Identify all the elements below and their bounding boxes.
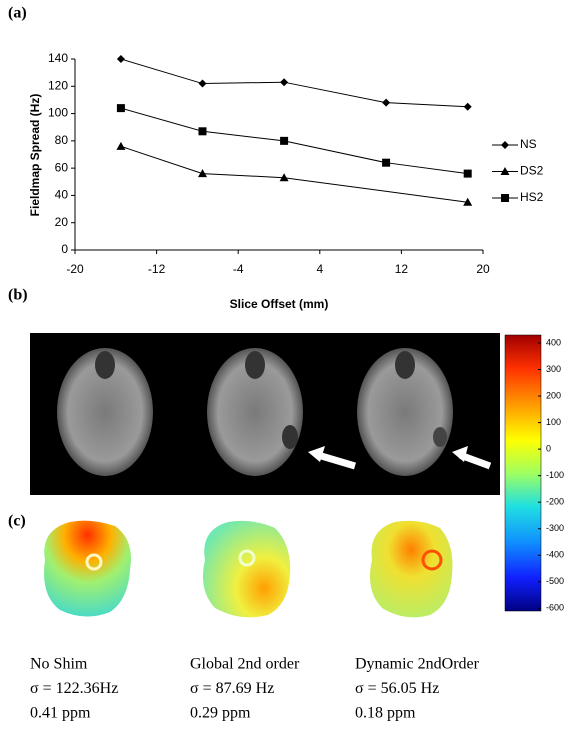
marker xyxy=(116,104,125,113)
legend-label: HS2 xyxy=(520,190,544,204)
x-tick-label: 20 xyxy=(476,262,490,276)
colorbar-tick-label: 300 xyxy=(546,364,561,374)
series-line xyxy=(120,58,468,108)
y-tick-label: 140 xyxy=(48,51,68,65)
x-tick-label: -12 xyxy=(148,262,166,276)
colorbar-tick-label: -200 xyxy=(546,497,564,507)
marker xyxy=(116,141,126,150)
x-tick-label: -4 xyxy=(233,262,244,276)
colorbar-tick-label: -600 xyxy=(546,603,564,613)
marker xyxy=(198,79,207,88)
y-tick-label: 40 xyxy=(55,188,69,202)
marker xyxy=(382,98,391,107)
mr-images xyxy=(57,348,492,476)
y-tick-label: 80 xyxy=(55,133,69,147)
y-tick-label: 60 xyxy=(55,160,69,174)
panel-label: (b) xyxy=(8,287,28,304)
map-caption: σ = 56.05 Hz xyxy=(355,680,439,697)
map-caption: Global 2nd order xyxy=(190,656,300,673)
marker xyxy=(382,158,391,167)
marker xyxy=(501,141,509,149)
marker xyxy=(463,102,472,111)
map-caption: σ = 87.69 Hz xyxy=(190,680,274,697)
marker xyxy=(279,173,289,182)
colorbar-tick-label: -400 xyxy=(546,550,564,560)
x-tick-label: 4 xyxy=(316,262,323,276)
map-caption: Dynamic 2ndOrder xyxy=(355,656,480,673)
marker xyxy=(501,194,509,202)
marker xyxy=(198,127,207,136)
marker xyxy=(463,169,472,178)
y-tick-label: 120 xyxy=(48,78,68,92)
colorbar-tick-label: -300 xyxy=(546,523,564,533)
y-tick-label: 100 xyxy=(48,106,68,120)
x-tick-label: 12 xyxy=(395,262,409,276)
colorbar-tick-label: -500 xyxy=(546,576,564,586)
x-tick-label: -20 xyxy=(66,262,84,276)
field-maps xyxy=(44,520,453,618)
panel-label: (c) xyxy=(8,513,26,530)
marker xyxy=(116,55,125,63)
colorbar-tick-label: 0 xyxy=(546,443,551,453)
marker xyxy=(463,197,473,206)
colorbar-tick-label: 100 xyxy=(546,417,561,427)
marker xyxy=(198,169,207,178)
y-axis-label: Fieldmap Spread (Hz) xyxy=(28,94,42,217)
colorbar xyxy=(504,334,542,612)
marker xyxy=(280,78,289,87)
map-caption: No Shim xyxy=(30,656,88,673)
marker xyxy=(280,136,289,145)
series-line xyxy=(120,145,468,203)
colorbar-tick-label: 400 xyxy=(546,337,561,347)
marker xyxy=(500,167,510,175)
y-tick-label: 20 xyxy=(55,215,69,229)
map-caption: 0.29 ppm xyxy=(190,705,251,722)
panel-label: (a) xyxy=(8,5,27,22)
legend-label: DS2 xyxy=(520,164,544,178)
colorbar-tick-label: 200 xyxy=(546,390,561,400)
colorbar-tick-label: -100 xyxy=(546,470,564,480)
map-caption: 0.18 ppm xyxy=(355,705,416,722)
map-caption: σ = 122.36Hz xyxy=(30,680,118,697)
x-axis-label: Slice Offset (mm) xyxy=(230,297,329,311)
legend-label: NS xyxy=(520,137,537,151)
map-caption: 0.41 ppm xyxy=(30,705,91,722)
y-tick-label: 0 xyxy=(61,242,68,256)
